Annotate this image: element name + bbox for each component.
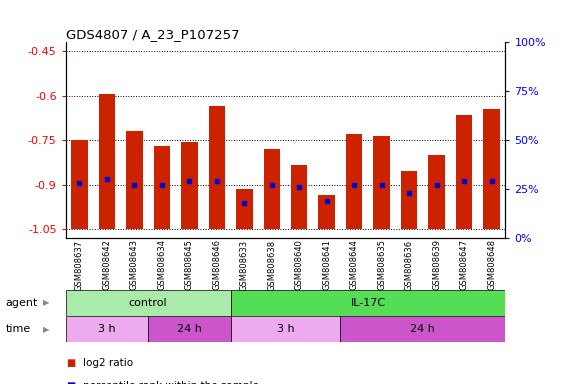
Bar (373, 136, 390, 229)
Bar (66, 316, 148, 342)
Bar (66, 290, 231, 316)
Text: 3 h: 3 h (98, 324, 116, 334)
Text: 24 h: 24 h (177, 324, 202, 334)
Text: log2 ratio: log2 ratio (83, 358, 133, 368)
Text: ■: ■ (66, 381, 75, 384)
Text: IL-17C: IL-17C (351, 298, 385, 308)
Text: time: time (6, 324, 31, 334)
Bar (236, 189, 252, 229)
Text: percentile rank within the sample: percentile rank within the sample (83, 381, 259, 384)
Bar (99, 94, 115, 229)
Text: control: control (129, 298, 167, 308)
Bar (340, 316, 505, 342)
Bar (181, 142, 198, 229)
Bar (346, 134, 363, 229)
Text: ▶: ▶ (43, 324, 50, 334)
Bar (154, 146, 170, 229)
Bar (263, 149, 280, 229)
Bar (319, 195, 335, 229)
Bar (71, 140, 88, 229)
Bar (208, 106, 225, 229)
Text: 3 h: 3 h (277, 324, 294, 334)
Bar (291, 166, 307, 229)
Bar (401, 171, 417, 229)
Text: ■: ■ (66, 358, 75, 368)
Text: 24 h: 24 h (411, 324, 435, 334)
Bar (148, 316, 231, 342)
Bar (456, 115, 472, 229)
Bar (231, 290, 505, 316)
Bar (428, 155, 445, 229)
Text: agent: agent (6, 298, 38, 308)
Text: GDS4807 / A_23_P107257: GDS4807 / A_23_P107257 (66, 28, 239, 41)
Bar (483, 109, 500, 229)
Bar (126, 131, 143, 229)
Bar (231, 316, 340, 342)
Text: ▶: ▶ (43, 298, 50, 308)
